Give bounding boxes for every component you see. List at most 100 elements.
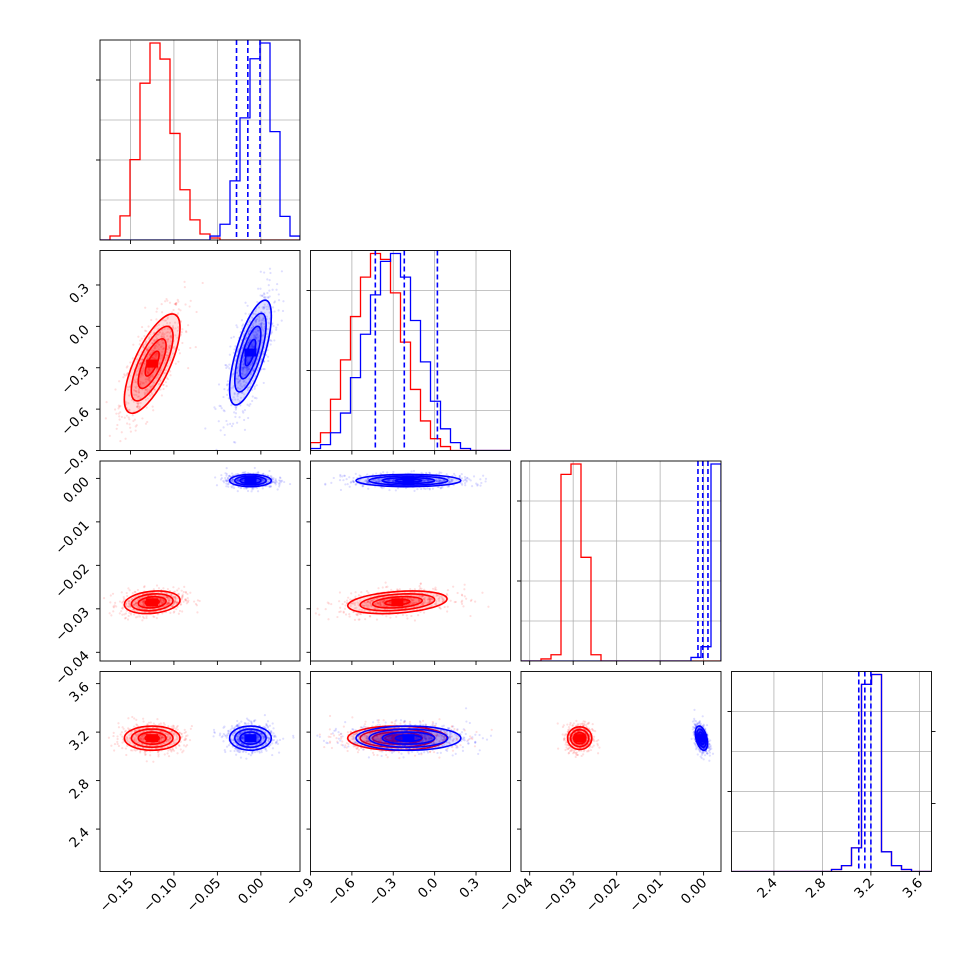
scatter-point-0	[123, 373, 126, 376]
scatter-point-1	[371, 473, 375, 476]
scatter-point-1	[428, 471, 431, 474]
scatter-point-0	[122, 727, 125, 730]
scatter-point-1	[447, 485, 451, 488]
scatter-point-0	[161, 602, 164, 605]
scatter-point-1	[234, 412, 238, 415]
scatter-point-1	[464, 482, 467, 485]
scatter-point-0	[166, 316, 170, 319]
scatter-point-0	[113, 604, 116, 607]
scatter-point-0	[419, 587, 422, 590]
scatter-point-1	[255, 397, 258, 400]
panel-2-0	[96, 460, 301, 665]
scatter-point-0	[446, 589, 450, 592]
panel-0-0	[96, 39, 301, 244]
scatter-point-0	[138, 362, 141, 365]
scatter-point-0	[126, 365, 129, 368]
scatter-point-1	[232, 396, 235, 399]
scatter-point-1	[242, 366, 245, 369]
scatter-point-1	[233, 393, 236, 396]
scatter-point-0	[147, 325, 150, 328]
scatter-point-1	[238, 379, 242, 383]
scatter-point-0	[366, 604, 369, 607]
scatter-point-1	[222, 479, 225, 483]
scatter-point-0	[385, 605, 389, 608]
scatter-point-0	[124, 729, 127, 732]
scatter-point-0	[381, 586, 384, 589]
scatter-point-0	[142, 600, 145, 603]
y-tick-label: −0.02	[52, 561, 93, 602]
scatter-point-0	[171, 605, 174, 608]
scatter-point-1	[277, 482, 281, 485]
scatter-point-0	[132, 400, 136, 403]
scatter-point-1	[253, 387, 256, 390]
scatter-point-1	[458, 474, 461, 478]
scatter-point-1	[256, 329, 259, 332]
scatter-point-0	[165, 592, 169, 595]
scatter-point-1	[441, 486, 444, 489]
scatter-point-1	[232, 486, 236, 490]
scatter-point-1	[251, 346, 254, 349]
scatter-point-1	[267, 745, 271, 748]
scatter-point-0	[339, 610, 342, 613]
scatter-point-0	[369, 602, 372, 605]
scatter-point-0	[142, 600, 145, 603]
scatter-point-0	[116, 423, 119, 427]
scatter-point-1	[234, 473, 238, 476]
scatter-point-0	[128, 423, 131, 426]
scatter-point-0	[168, 599, 171, 602]
scatter-point-0	[135, 603, 138, 606]
scatter-point-1	[439, 479, 442, 482]
scatter-point-1	[236, 392, 240, 395]
scatter-point-1	[361, 484, 364, 487]
scatter-point-0	[136, 598, 139, 601]
scatter-point-0	[379, 603, 382, 606]
scatter-point-1	[259, 270, 262, 273]
scatter-point-0	[148, 376, 151, 379]
scatter-point-0	[144, 378, 147, 381]
scatter-point-0	[184, 598, 187, 601]
scatter-point-1	[278, 483, 281, 486]
scatter-point-0	[127, 605, 131, 608]
scatter-point-0	[174, 600, 177, 603]
scatter-point-0	[139, 375, 142, 378]
scatter-point-0	[189, 727, 192, 730]
scatter-point-1	[271, 722, 274, 725]
scatter-point-1	[259, 287, 262, 290]
scatter-point-0	[168, 601, 171, 605]
scatter-point-0	[379, 601, 382, 604]
scatter-point-0	[166, 596, 169, 599]
scatter-point-0	[142, 617, 146, 620]
scatter-point-0	[162, 605, 166, 608]
scatter-point-1	[244, 373, 248, 376]
scatter-point-0	[474, 600, 477, 603]
scatter-point-1	[249, 754, 253, 757]
scatter-point-1	[271, 288, 274, 291]
scatter-point-0	[127, 600, 131, 603]
scatter-point-1	[267, 480, 270, 483]
scatter-point-0	[157, 341, 160, 344]
scatter-point-1	[376, 480, 379, 483]
scatter-point-1	[410, 470, 413, 473]
scatter-point-0	[426, 598, 429, 601]
scatter-point-1	[278, 476, 282, 479]
scatter-point-1	[378, 477, 381, 481]
y-tick-label: −0.03	[52, 604, 93, 645]
scatter-point-1	[475, 482, 478, 485]
density-peak-0	[146, 734, 159, 743]
scatter-point-1	[366, 473, 369, 476]
scatter-point-0	[390, 588, 393, 592]
scatter-point-0	[421, 595, 424, 598]
scatter-point-1	[263, 271, 266, 274]
scatter-point-0	[463, 595, 466, 598]
scatter-point-1	[260, 358, 263, 362]
scatter-point-1	[251, 487, 254, 490]
scatter-point-0	[143, 392, 147, 395]
scatter-point-0	[155, 352, 158, 355]
scatter-point-1	[454, 474, 457, 477]
scatter-point-0	[382, 600, 385, 603]
scatter-point-0	[410, 597, 413, 601]
scatter-point-1	[450, 480, 453, 483]
scatter-point-0	[366, 601, 370, 604]
scatter-point-0	[410, 598, 413, 601]
scatter-point-0	[125, 591, 128, 595]
